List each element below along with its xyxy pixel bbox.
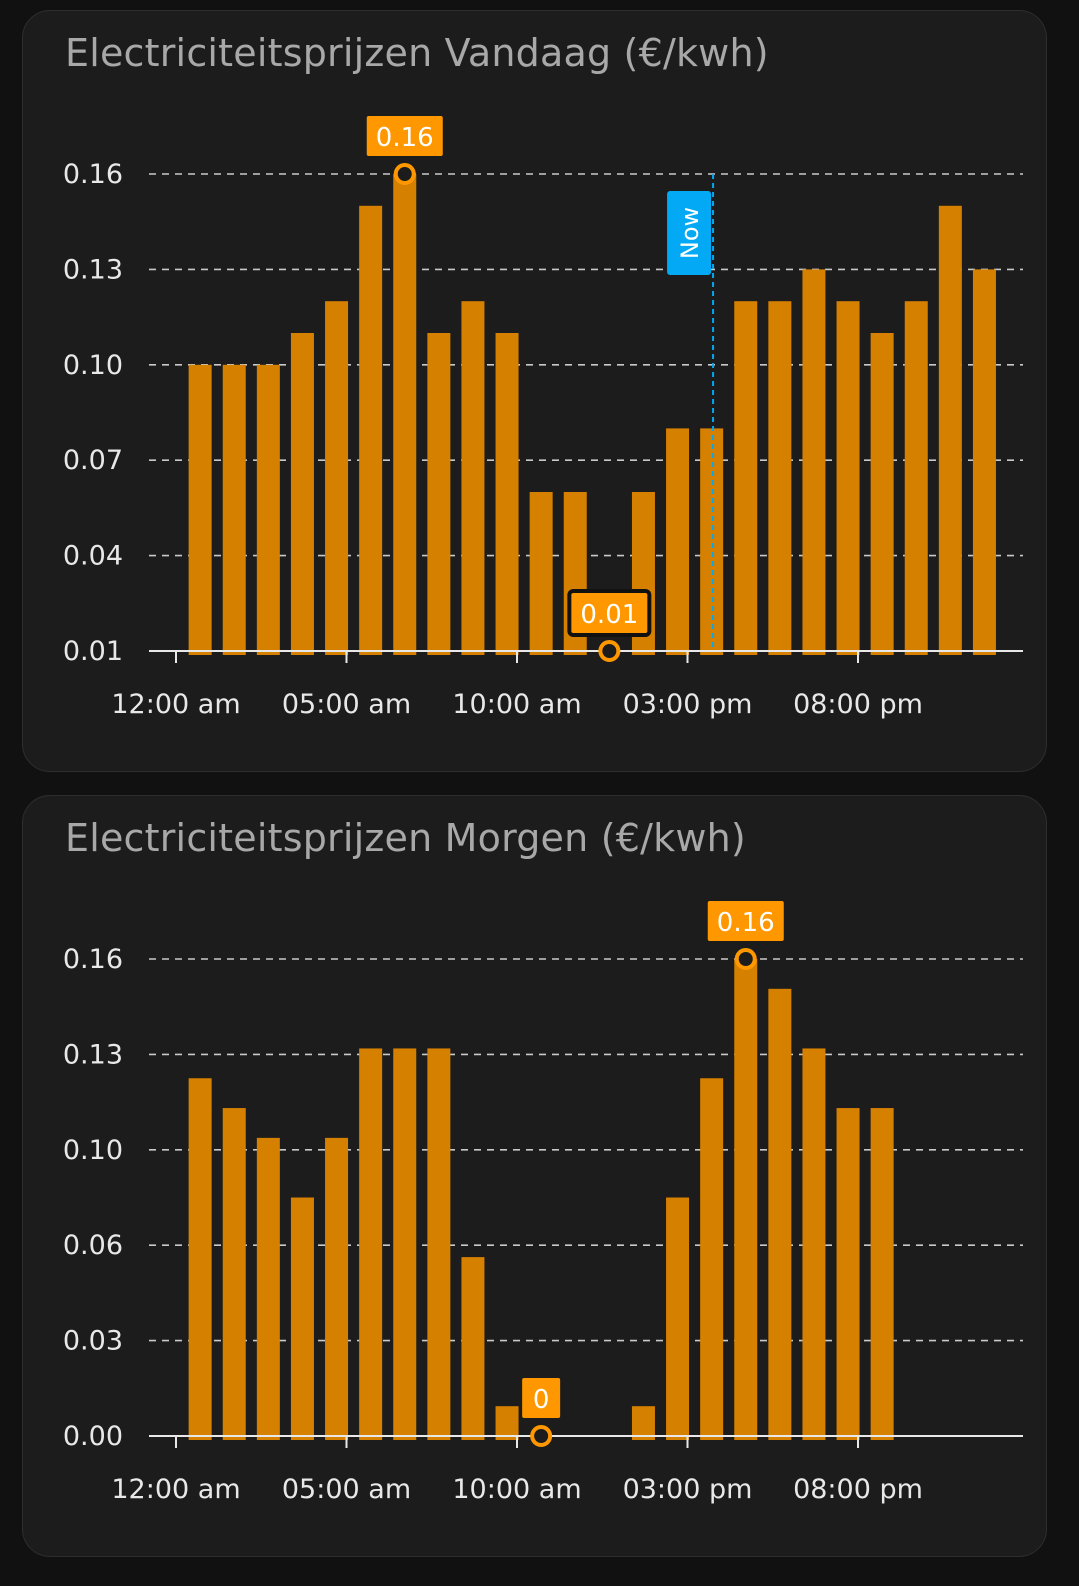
bar — [325, 1137, 349, 1440]
y-tick-label: 0.00 — [63, 1421, 123, 1452]
bar — [870, 333, 894, 655]
y-tick-label: 0.16 — [63, 159, 123, 190]
max-marker-label: 0.16 — [376, 123, 434, 153]
y-tick-label: 0.10 — [63, 1135, 123, 1166]
min-marker-badge — [571, 593, 648, 633]
chart-card-tomorrow: Electriciteitsprijzen Morgen (€/kwh) 0.1… — [22, 795, 1047, 1557]
max-marker-badge — [366, 116, 443, 156]
bar — [427, 333, 451, 655]
y-tick-label: 0.07 — [63, 445, 123, 476]
bar — [734, 301, 758, 655]
y-tick-label: 0.13 — [63, 1039, 123, 1070]
bar — [359, 205, 383, 656]
y-tick-label: 0.06 — [63, 1230, 123, 1261]
chart-title: Electriciteitsprijzen Morgen (€/kwh) — [65, 816, 746, 860]
price-chart-tomorrow: 0.16 0.13 0.10 0.06 0.03 0.00 12:00 am 05:00 am… — [63, 901, 1023, 1505]
bar — [768, 988, 792, 1440]
bar — [666, 428, 690, 655]
bar — [836, 1108, 860, 1440]
max-marker-point — [393, 163, 416, 185]
chart-title: Electriciteitsprijzen Vandaag (€/kwh) — [65, 31, 769, 75]
bar — [802, 1048, 826, 1440]
bar — [325, 301, 349, 655]
bar — [802, 269, 826, 655]
bar — [495, 1406, 519, 1440]
y-tick-label: 0.04 — [63, 541, 123, 572]
bar — [870, 1108, 894, 1440]
price-chart-today: 0.16 0.13 0.10 0.07 0.04 0.01 12:00 am 05:00 am… — [63, 116, 1023, 720]
x-tick-label: 10:00 am — [452, 689, 581, 720]
bar — [768, 301, 792, 655]
bar — [427, 1048, 451, 1440]
bar — [700, 428, 724, 655]
y-tick-label: 0.10 — [63, 350, 123, 381]
x-tick-label: 10:00 am — [452, 1474, 581, 1505]
y-tick-label: 0.01 — [63, 636, 123, 667]
bar — [495, 333, 519, 655]
chart-card-today: Electriciteitsprijzen Vandaag (€/kwh) 0.… — [22, 10, 1047, 772]
x-tick-label: 12:00 am — [111, 1474, 240, 1505]
now-badge — [667, 191, 712, 275]
x-tick-label: 05:00 am — [282, 1474, 411, 1505]
bar — [631, 1406, 655, 1440]
bar — [734, 959, 758, 1440]
min-marker-point — [530, 1425, 553, 1447]
bar — [461, 301, 485, 655]
x-tick-label: 08:00 pm — [793, 689, 923, 720]
bar — [461, 1257, 485, 1440]
x-tick-label: 12:00 am — [111, 689, 240, 720]
bar — [188, 364, 212, 655]
bar — [393, 1048, 417, 1440]
max-marker-point — [734, 948, 757, 970]
bar — [290, 333, 314, 655]
bar — [393, 174, 417, 655]
bar — [256, 364, 280, 655]
bar — [666, 1197, 690, 1440]
x-tick-label: 03:00 pm — [623, 1474, 753, 1505]
x-tick-label: 03:00 pm — [623, 689, 753, 720]
x-tick-label: 05:00 am — [282, 689, 411, 720]
x-tick-label: 08:00 pm — [793, 1474, 923, 1505]
bar — [938, 205, 962, 656]
bar — [222, 1108, 246, 1440]
bar — [836, 301, 860, 655]
bar — [256, 1137, 280, 1440]
bar — [904, 301, 928, 655]
bar — [359, 1048, 383, 1440]
bar — [972, 269, 996, 655]
bar — [529, 492, 553, 655]
min-marker-badge — [522, 1378, 561, 1418]
bar — [188, 1078, 212, 1440]
bar — [222, 364, 246, 655]
min-marker-label: 0 — [533, 1385, 550, 1415]
now-label: Now — [676, 207, 704, 259]
bar — [700, 1078, 724, 1440]
bar — [290, 1197, 314, 1440]
y-tick-label: 0.13 — [63, 254, 123, 285]
max-marker-badge — [707, 901, 784, 941]
min-marker-point — [598, 640, 621, 662]
y-tick-label: 0.03 — [63, 1326, 123, 1357]
min-marker-label: 0.01 — [580, 600, 638, 630]
max-marker-label: 0.16 — [717, 908, 775, 938]
y-tick-label: 0.16 — [63, 944, 123, 975]
